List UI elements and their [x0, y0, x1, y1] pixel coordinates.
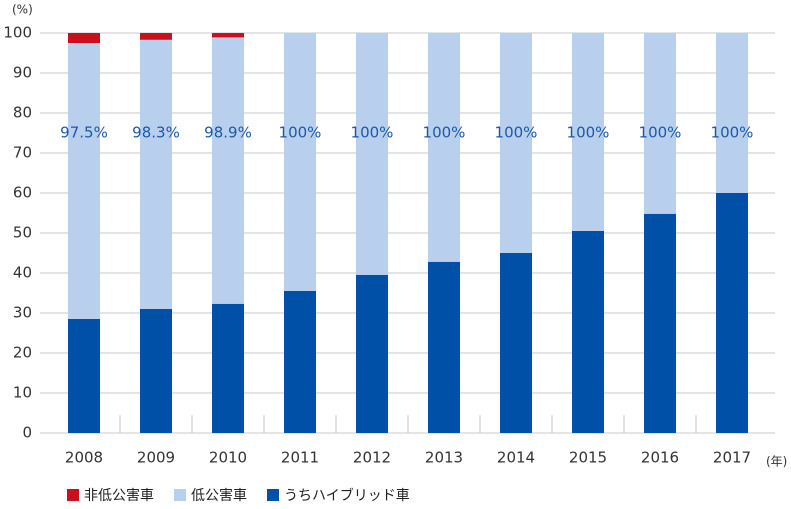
x-tick-label: 2012	[353, 449, 391, 467]
bar-segment	[284, 291, 316, 433]
y-tick-label: 60	[13, 184, 32, 202]
legend-swatch	[267, 489, 279, 501]
y-tick-label: 20	[13, 344, 32, 362]
total-label: 100%	[639, 124, 682, 142]
y-tick-label: 80	[13, 104, 32, 122]
total-label: 100%	[495, 124, 538, 142]
bar-segment	[140, 309, 172, 433]
total-label: 100%	[423, 124, 466, 142]
y-tick-label: 30	[13, 304, 32, 322]
x-tick-label: 2014	[497, 449, 535, 467]
bar-segment	[140, 39, 172, 310]
total-label: 100%	[567, 124, 610, 142]
bar-segment	[68, 319, 100, 433]
bar-segment	[356, 275, 388, 433]
bar-segment	[212, 37, 244, 304]
bar-segment	[572, 33, 604, 231]
x-unit-label: (年)	[766, 455, 787, 469]
bar-segment	[500, 33, 532, 253]
bar-segment	[644, 213, 676, 433]
bar-segment	[500, 253, 532, 433]
x-tick-label: 2016	[641, 449, 679, 467]
x-tick-label: 2009	[137, 449, 175, 467]
bar-segment	[140, 33, 172, 40]
bar-segment	[428, 33, 460, 262]
legend-label: 非低公害車	[84, 487, 154, 504]
y-tick-label: 70	[13, 144, 32, 162]
total-label: 100%	[279, 124, 322, 142]
legend-swatch	[67, 489, 79, 501]
total-label: 98.9%	[204, 124, 252, 142]
bar-segment	[68, 43, 100, 319]
bar-segment	[284, 33, 316, 291]
bar-segment	[572, 231, 604, 433]
x-tick-label: 2013	[425, 449, 463, 467]
legend-label: うちハイブリッド車	[284, 487, 410, 504]
legend-swatch	[174, 489, 186, 501]
y-tick-label: 10	[13, 384, 32, 402]
bar-segment	[212, 303, 244, 433]
total-label: 100%	[711, 124, 754, 142]
bar-segment	[68, 33, 100, 43]
total-label: 98.3%	[132, 124, 180, 142]
x-tick-label: 2008	[65, 449, 103, 467]
y-unit-label: (%)	[12, 3, 33, 17]
bar-segment	[428, 261, 460, 433]
bar-segment	[356, 33, 388, 275]
x-tick-label: 2010	[209, 449, 247, 467]
x-tick-label: 2011	[281, 449, 319, 467]
y-tick-label: 40	[13, 264, 32, 282]
y-tick-label: 0	[22, 424, 32, 442]
y-tick-label: 100	[3, 24, 32, 42]
bar-segment	[716, 33, 748, 193]
y-tick-label: 90	[13, 64, 32, 82]
y-tick-label: 50	[13, 224, 32, 242]
bar-segment	[212, 33, 244, 38]
legend-label: 低公害車	[191, 487, 247, 504]
total-label: 97.5%	[60, 124, 108, 142]
bar-segment	[716, 193, 748, 433]
total-label: 100%	[351, 124, 394, 142]
x-tick-label: 2015	[569, 449, 607, 467]
bar-segment	[644, 33, 676, 214]
x-tick-label: 2017	[713, 449, 751, 467]
